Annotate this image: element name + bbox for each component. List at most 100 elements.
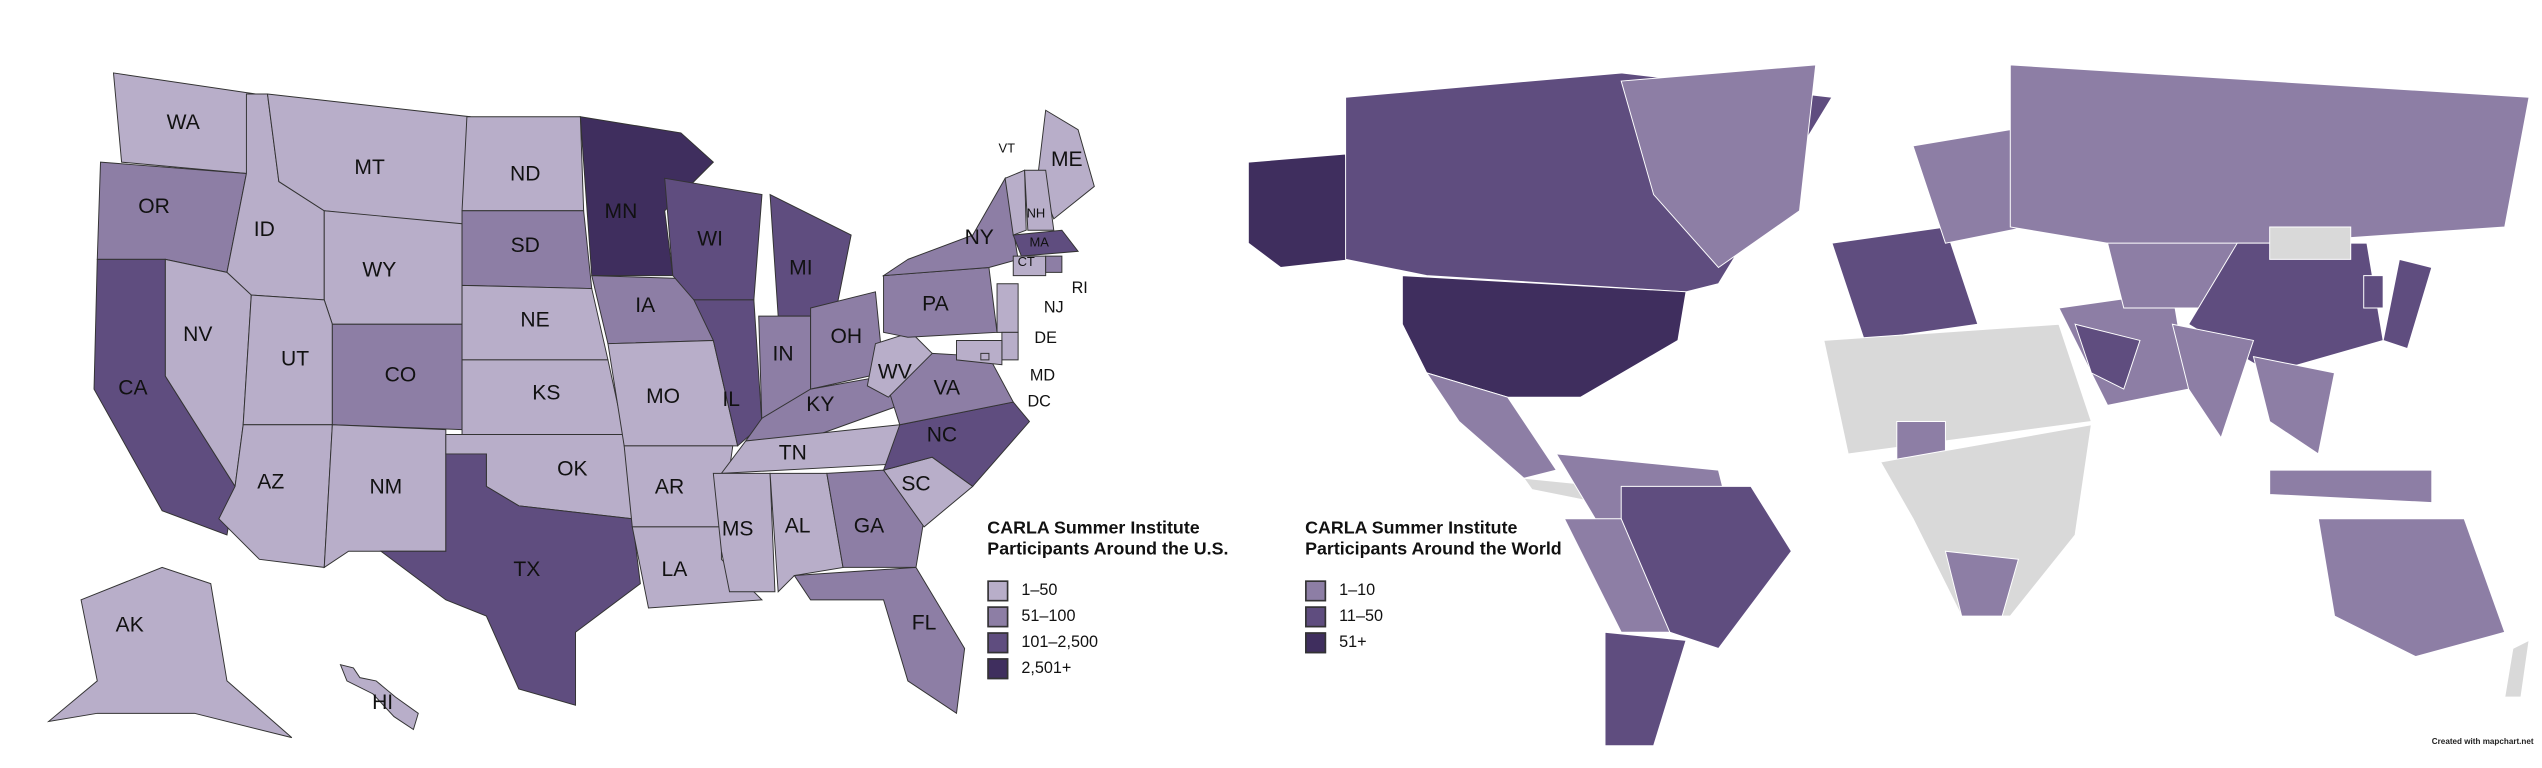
legend-item: 11–50 <box>1305 603 1584 629</box>
legend-item: 2,501+ <box>987 655 1246 681</box>
state-label: CA <box>118 377 147 400</box>
state-label: AR <box>655 476 684 499</box>
legend-label: 1–10 <box>1339 581 1376 600</box>
state-label: MN <box>605 200 638 223</box>
legend-label: 51–100 <box>1021 607 1076 625</box>
legend-label: 2,501+ <box>1021 659 1072 677</box>
state <box>1045 255 1063 273</box>
state-label: AK <box>116 613 144 636</box>
state <box>769 193 852 317</box>
legend-swatch <box>987 657 1009 679</box>
country <box>2317 518 2506 658</box>
legend-label: 51+ <box>1339 633 1367 651</box>
state <box>1012 255 1047 277</box>
state-label: IN <box>773 343 794 366</box>
credit: Created with mapchart.net <box>2431 737 2534 748</box>
state-label: WA <box>167 111 200 134</box>
state-label: MD <box>1030 366 1055 384</box>
legend-label: 11–50 <box>1339 607 1384 625</box>
state-label: NE <box>520 309 549 332</box>
state-label: LA <box>662 558 688 581</box>
state-label: CT <box>1018 254 1035 269</box>
state <box>1037 109 1095 220</box>
state <box>980 352 990 361</box>
country <box>1879 424 2092 617</box>
country <box>1831 226 1979 341</box>
state-label: HI <box>372 691 393 714</box>
state-label: TX <box>513 558 540 581</box>
country <box>1401 275 1687 398</box>
legend-swatch <box>987 605 1009 627</box>
state <box>96 161 248 273</box>
country <box>1604 631 1687 747</box>
state-label: NJ <box>1044 298 1064 316</box>
legend-title: CARLA Summer Institute Participants Arou… <box>987 518 1229 560</box>
us-legend: CARLA Summer Institute Participants Arou… <box>987 519 1246 681</box>
state-label: WV <box>878 360 912 383</box>
state-label: DC <box>1027 392 1051 410</box>
country <box>1823 323 2092 455</box>
legend-swatch <box>987 579 1009 601</box>
state-label: NH <box>1027 205 1046 220</box>
state-label: ME <box>1051 148 1083 171</box>
state <box>826 469 925 568</box>
country <box>2382 258 2433 350</box>
state-label: OH <box>830 325 862 348</box>
country <box>1247 153 1355 269</box>
state-label: UT <box>281 347 309 370</box>
country <box>2363 275 2384 309</box>
world-legend: CARLA Summer Institute Participants Arou… <box>1305 519 1584 655</box>
state-label: MO <box>646 385 680 408</box>
state-label: IL <box>722 388 740 411</box>
state-label: SC <box>901 472 930 495</box>
state-label: MA <box>1029 235 1049 250</box>
state-label: WI <box>697 228 723 251</box>
state <box>769 472 844 593</box>
state-label: TN <box>779 441 807 464</box>
state <box>956 339 1003 366</box>
state-label: PA <box>922 292 949 315</box>
legend-label: 1–50 <box>1021 581 1058 600</box>
country <box>2269 469 2433 504</box>
state-label: IA <box>635 294 655 317</box>
state-label: GA <box>854 514 884 537</box>
state-label: VA <box>934 377 961 400</box>
country <box>1563 518 1671 633</box>
state-label: KY <box>806 393 834 416</box>
state <box>996 283 1019 333</box>
state-label: ID <box>254 218 275 241</box>
state-label: AL <box>785 514 811 537</box>
state-label: WY <box>362 258 396 281</box>
state <box>793 566 966 715</box>
legend-swatch <box>1305 605 1327 627</box>
legend-label: 101–2,500 <box>1021 633 1099 651</box>
state-label: OK <box>557 458 587 481</box>
legend-item: 101–2,500 <box>987 629 1246 655</box>
state-label: DE <box>1034 329 1057 347</box>
country <box>2171 323 2255 439</box>
legend-item: 51+ <box>1305 629 1584 655</box>
state <box>339 663 419 731</box>
state-label: RI <box>1072 279 1088 297</box>
state-label: ND <box>510 163 540 186</box>
country <box>2252 356 2336 455</box>
legend-title: CARLA Summer Institute Participants Arou… <box>1305 518 1562 560</box>
state-label: MT <box>354 156 385 179</box>
state <box>379 453 641 706</box>
legend-item: 51–100 <box>987 603 1246 629</box>
legend-item: 1–50 <box>987 577 1246 603</box>
state-label: AZ <box>257 471 284 494</box>
state-label: VT <box>998 141 1015 156</box>
state-label: MS <box>722 518 754 541</box>
state <box>1012 229 1080 257</box>
state-label: SD <box>511 234 540 257</box>
state <box>1004 169 1027 236</box>
country <box>1425 372 1558 479</box>
country <box>2504 639 2530 698</box>
legend-swatch <box>987 631 1009 653</box>
state <box>1024 169 1055 231</box>
state-label: OR <box>138 195 170 218</box>
